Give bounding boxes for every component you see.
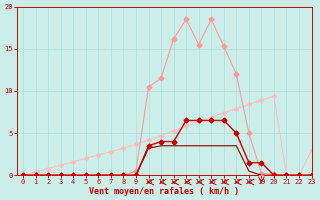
X-axis label: Vent moyen/en rafales ( km/h ): Vent moyen/en rafales ( km/h ) — [89, 187, 239, 196]
